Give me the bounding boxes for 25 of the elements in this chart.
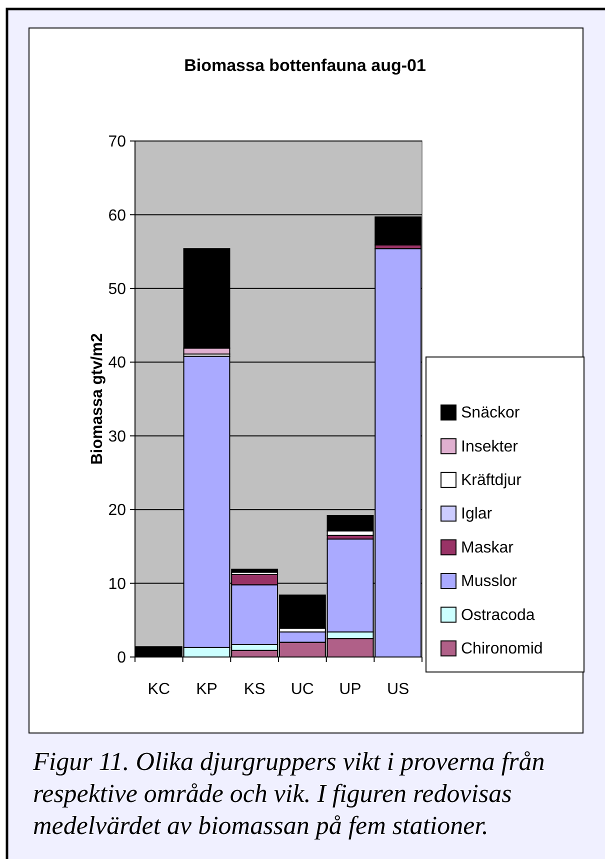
y-tick-label: 30 bbox=[108, 428, 126, 446]
x-tick-label: US bbox=[386, 681, 410, 698]
x-tick-label: UC bbox=[290, 681, 314, 698]
legend-label: Iglar bbox=[461, 506, 493, 523]
x-tick-label: KC bbox=[148, 681, 170, 698]
legend-label: Insekter bbox=[461, 438, 519, 456]
y-tick-label: 40 bbox=[108, 354, 126, 372]
x-tick-label: UP bbox=[339, 681, 362, 698]
y-tick-label: 10 bbox=[108, 576, 126, 593]
legend-label: Snäckor bbox=[461, 404, 520, 422]
y-tick-label: 70 bbox=[108, 134, 126, 151]
y-tick-label: 60 bbox=[108, 207, 126, 224]
chart-title: Biomassa bottenfauna aug-01 bbox=[184, 56, 426, 75]
legend-label: Ostracoda bbox=[461, 606, 535, 624]
legend-label: Chironomid bbox=[461, 640, 543, 658]
legend-label: Kräftdjur bbox=[461, 472, 522, 489]
y-axis-title: Biomassa gtv/m2 bbox=[89, 333, 106, 465]
x-tick-label: KP bbox=[196, 681, 218, 698]
y-tick-label: 0 bbox=[117, 650, 126, 667]
y-tick-label: 20 bbox=[108, 502, 126, 520]
text: Figur 11. Olika djurgruppers vikt i proverna från respektive område och vik. I figuren redovisas medelvärdet av biomassan på fem stationer. bbox=[33, 746, 546, 842]
legend-label: Maskar bbox=[461, 539, 514, 556]
x-tick-label: KS bbox=[244, 681, 266, 698]
y-tick-label: 50 bbox=[108, 281, 126, 298]
legend-label: Musslor bbox=[461, 573, 518, 590]
